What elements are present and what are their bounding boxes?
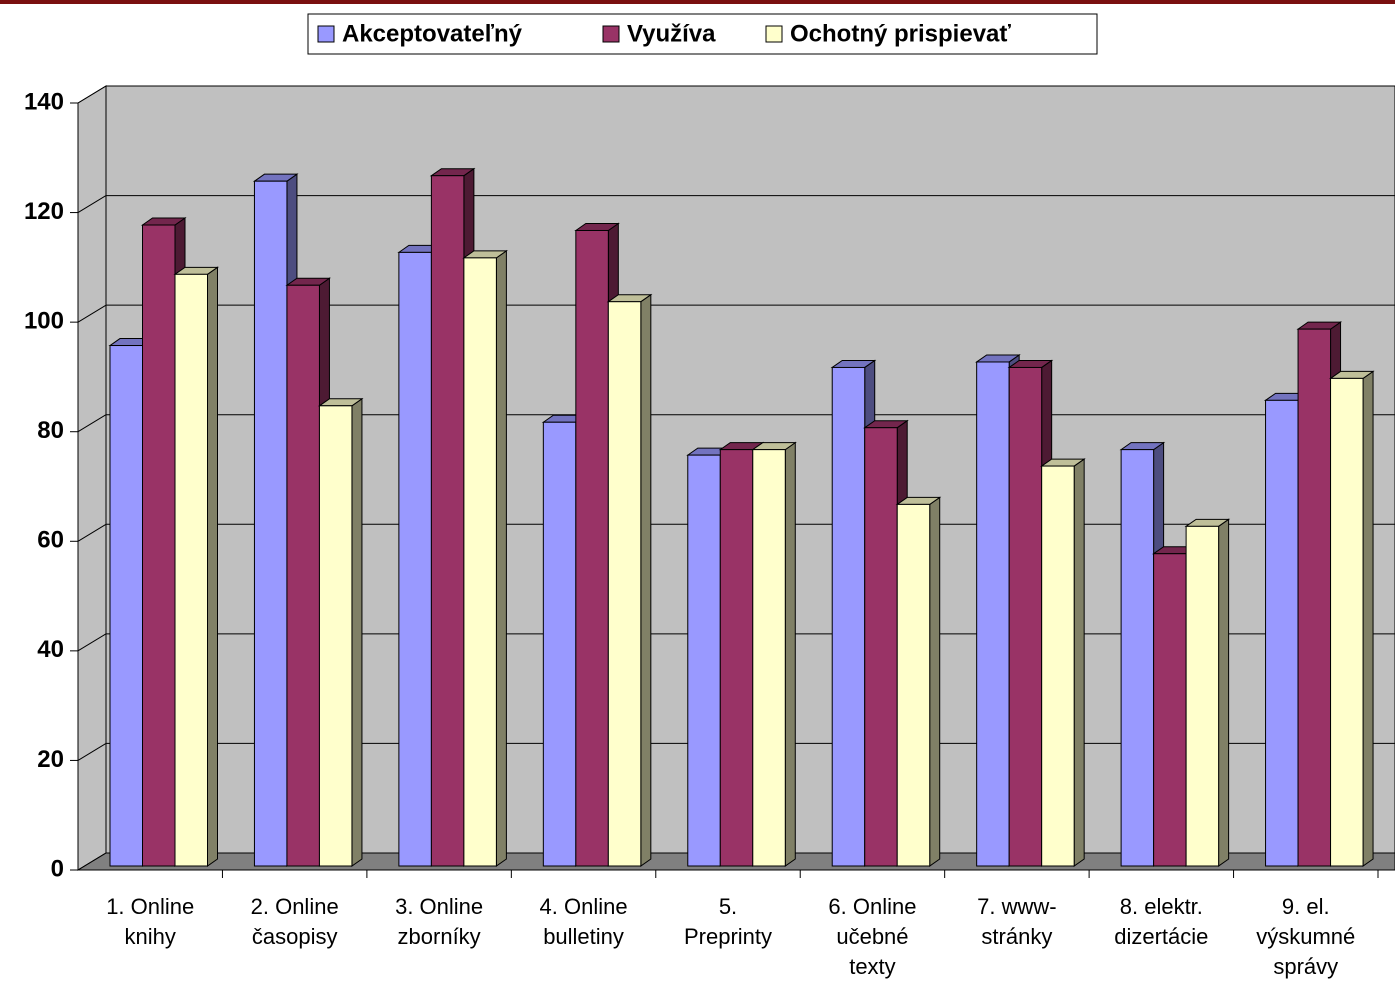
y-tick-label: 100 xyxy=(24,307,64,334)
legend-box xyxy=(307,13,1098,55)
bar xyxy=(976,361,1010,867)
bar xyxy=(752,449,786,867)
bar xyxy=(286,284,320,867)
bar xyxy=(174,273,208,867)
bar xyxy=(575,229,609,867)
legend-swatch xyxy=(765,25,783,43)
grid-line-side xyxy=(77,523,107,542)
y-tick-label: 40 xyxy=(37,636,64,663)
legend-label: Akceptovateľný xyxy=(342,20,523,47)
bar xyxy=(109,345,143,867)
bar xyxy=(1330,377,1364,867)
bar xyxy=(1185,525,1220,867)
bar xyxy=(430,175,465,867)
legend-swatch xyxy=(317,25,335,43)
x-tick-label: 7. www-stránky xyxy=(977,894,1057,949)
bar-side xyxy=(495,249,507,867)
bar-side xyxy=(207,266,218,867)
bar xyxy=(896,503,931,867)
bar-side xyxy=(1362,370,1374,867)
bar xyxy=(607,301,642,867)
bar xyxy=(398,251,432,867)
y-tick-label: 0 xyxy=(51,855,64,882)
legend-label: Ochotný prispievať xyxy=(790,20,1011,47)
bar-side xyxy=(1218,518,1230,867)
bar xyxy=(1265,399,1299,867)
grid-line-side xyxy=(77,743,107,761)
bar xyxy=(463,257,497,867)
grid-line-side xyxy=(77,414,107,433)
x-tick-label: 2. Online časopisy xyxy=(250,894,339,949)
y-tick-label: 60 xyxy=(37,527,64,554)
x-tick-label: 8. elektr. dizertácie xyxy=(1114,894,1209,949)
y-tick-label: 80 xyxy=(37,417,64,444)
x-tick-label: 5. Preprinty xyxy=(683,894,773,949)
grid-line-side xyxy=(77,85,107,104)
grid-line-side xyxy=(77,633,107,652)
bar-side xyxy=(1073,458,1085,867)
bar xyxy=(1041,465,1075,867)
x-tick-label: 1. Online knihy xyxy=(106,894,195,949)
bar xyxy=(142,224,176,867)
bar xyxy=(1120,449,1155,867)
grid-line-side xyxy=(77,195,107,213)
bar xyxy=(253,180,288,867)
bar xyxy=(1297,328,1332,867)
bar xyxy=(1153,553,1187,867)
y-tick-label: 20 xyxy=(37,746,64,773)
bar xyxy=(687,454,721,867)
bar xyxy=(719,449,754,867)
bar xyxy=(831,366,866,867)
grid-line-side xyxy=(77,304,107,323)
bar xyxy=(1008,366,1043,867)
y-tick-label: 120 xyxy=(24,198,64,225)
x-tick-label: 9. el. výskumné správy xyxy=(1256,894,1356,979)
bar xyxy=(318,405,353,867)
x-tick-label: 4. Online bulletiny xyxy=(539,894,628,949)
legend-swatch xyxy=(602,25,620,43)
bar xyxy=(542,421,577,867)
bar-side xyxy=(640,293,652,867)
y-tick-label: 140 xyxy=(24,88,64,115)
x-tick-label: 3. Online zborníky xyxy=(395,894,484,949)
x-tick-label: 6. Online učebné texty xyxy=(828,894,917,979)
top-border xyxy=(0,0,1395,4)
bar xyxy=(864,427,898,867)
grid-line-side xyxy=(77,852,107,871)
legend-label: Využíva xyxy=(627,20,716,47)
bar-side xyxy=(784,441,796,867)
bar-side xyxy=(929,496,941,867)
bar-side xyxy=(351,397,363,867)
